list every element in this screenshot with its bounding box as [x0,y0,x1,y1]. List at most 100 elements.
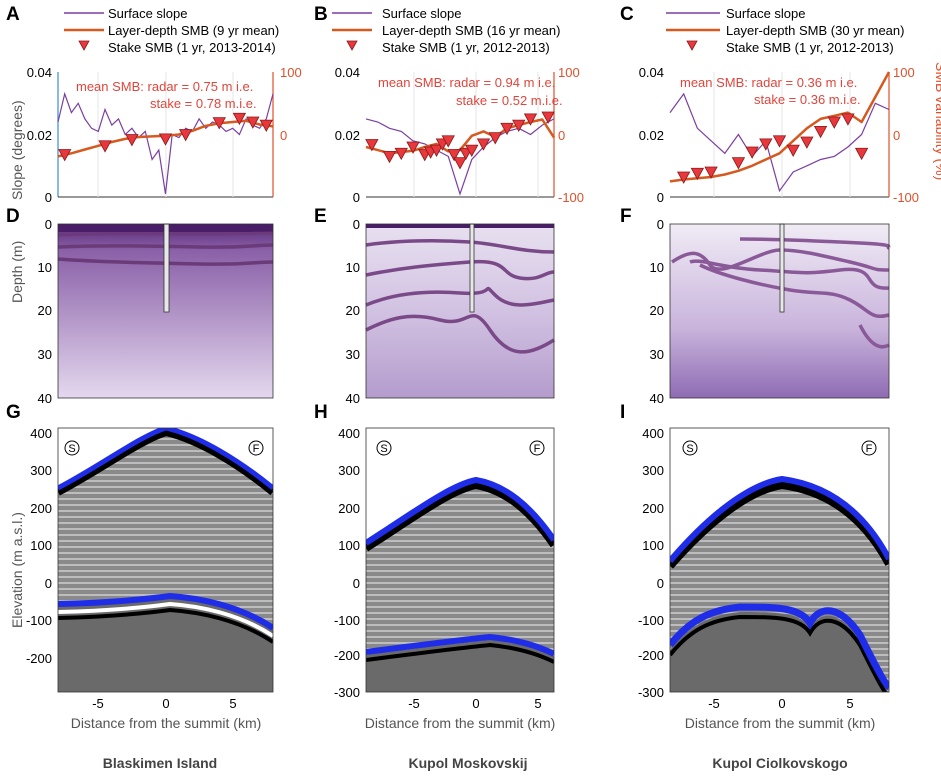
stake-point-c [786,144,800,157]
panel-label-b: B [314,4,328,25]
stake-point-c [704,166,718,179]
h-ytick: -200 [334,648,360,663]
svg-text:S: S [686,443,693,455]
h-ytick: -100 [334,613,360,628]
stake-point-b [441,135,455,148]
plot-lines [57,71,891,196]
stake-point-b [406,141,420,154]
start-marker-i: S [682,440,698,456]
b-y2tick: 0 [558,128,565,143]
a-ytick: 0.02 [27,128,52,143]
stake-point-c [772,135,787,148]
stake-point-c [677,171,691,184]
a-ytick: 0.04 [27,65,52,80]
b-ytick: 0 [353,190,360,205]
stake-point-c [854,147,869,161]
d-ytick: 40 [38,391,52,406]
svg-text:F: F [253,443,260,455]
stake-point-b [365,139,379,152]
stake-point-b [429,144,444,157]
stake-point-b [453,157,467,170]
i-xtick: -5 [708,696,720,711]
legend-stake-marker-a [78,40,90,51]
stake-point-c [731,157,746,170]
i-ytick: 400 [642,426,664,441]
stake-point-a [246,116,260,129]
panel-label-h: H [314,402,328,423]
panel-label-e: E [314,206,327,227]
g-ytick: 300 [30,463,52,478]
stake-point-a [58,149,72,162]
legend-stake-a: Stake SMB (1 yr, 2013-2014) [108,40,276,55]
legend-a: Surface slope Layer-depth SMB (9 yr mean… [64,6,279,55]
stake-point-b [500,122,514,136]
legend-stake-c: Stake SMB (1 yr, 2012-2013) [726,40,894,55]
c-ytick: 0.02 [639,128,664,143]
a-y2tick: 100 [280,65,302,80]
profile-h [366,428,554,692]
stake-point-c [800,136,814,149]
radargram-e [365,223,555,399]
legend-stake-marker-b [346,40,358,51]
e-ytick: 30 [346,347,360,362]
slope-line-c [669,92,890,193]
annotation-c-stake: stake = 0.36 m.i.e. [754,92,861,107]
f-ytick: 40 [650,391,664,406]
svg-text:S: S [380,443,387,455]
g-xtick: 5 [229,696,236,711]
profile-g [58,428,273,692]
profile-g-frame [57,427,274,693]
g-xtick: 0 [162,696,169,711]
b-ytick: 0.02 [335,128,360,143]
panel-label-g: G [6,402,21,423]
i-ytick: 0 [657,576,664,591]
i-ytick: -300 [638,685,664,700]
h-ytick: 300 [338,463,360,478]
stake-point-b [465,144,479,157]
site-name-blaskimen: Blaskimen Island [103,755,217,771]
annotation-b-radar: mean SMB: radar = 0.94 m i.e. [378,75,555,90]
panel-label-a: A [6,4,20,25]
stake-point-a [178,129,193,142]
e-ytick: 0 [353,217,360,232]
b-y2tick: -100 [558,190,584,205]
c-ytick: 0 [657,190,664,205]
legend-c: Surface slope Layer-depth SMB (30 yr mea… [666,6,904,55]
g-ytick: 400 [30,426,52,441]
d-ytick: 30 [38,347,52,362]
legend-layer-b: Layer-depth SMB (16 yr mean) [382,23,560,38]
panel-b-axes [366,72,555,198]
a-ytick: 0 [45,190,52,205]
stake-point-c [827,116,841,129]
radargram-f [669,223,891,399]
h-xtick: 0 [472,696,479,711]
y-axis-label-elevation: Elevation (m a.s.l.) [9,512,25,628]
panel-label-f: F [620,206,632,227]
i-xtick: 0 [778,696,785,711]
h-xtick: -5 [408,696,420,711]
start-marker-g: S [64,440,80,456]
panel-c-axes [670,72,890,198]
legend-slope-a: Surface slope [108,6,188,21]
stake-point-c [813,125,828,139]
stake-point-b [394,147,408,161]
stake-point-b [382,150,397,164]
stake-point-a [98,140,112,153]
legend-slope-c: Surface slope [726,6,806,21]
f-ytick: 0 [657,217,664,232]
stake-point-a [158,133,173,146]
b-ytick: 0.04 [335,65,360,80]
d-ytick: 20 [38,303,52,318]
legend-b: Surface slope Layer-depth SMB (16 yr mea… [332,6,560,55]
slope-line-b [365,118,555,196]
legend-slope-b: Surface slope [382,6,462,21]
d-ytick: 0 [45,217,52,232]
slope-line-a [57,91,274,194]
x-axis-label-i: Distance from the summit (km) [685,715,876,731]
e-ytick: 40 [346,391,360,406]
b-y2tick: 100 [558,65,580,80]
y-axis-label-depth: Depth (m) [9,241,25,303]
stake-point-b [512,119,526,132]
profile-h-frame [365,427,555,693]
x-axis-label-g: Distance from the summit (km) [71,715,262,731]
